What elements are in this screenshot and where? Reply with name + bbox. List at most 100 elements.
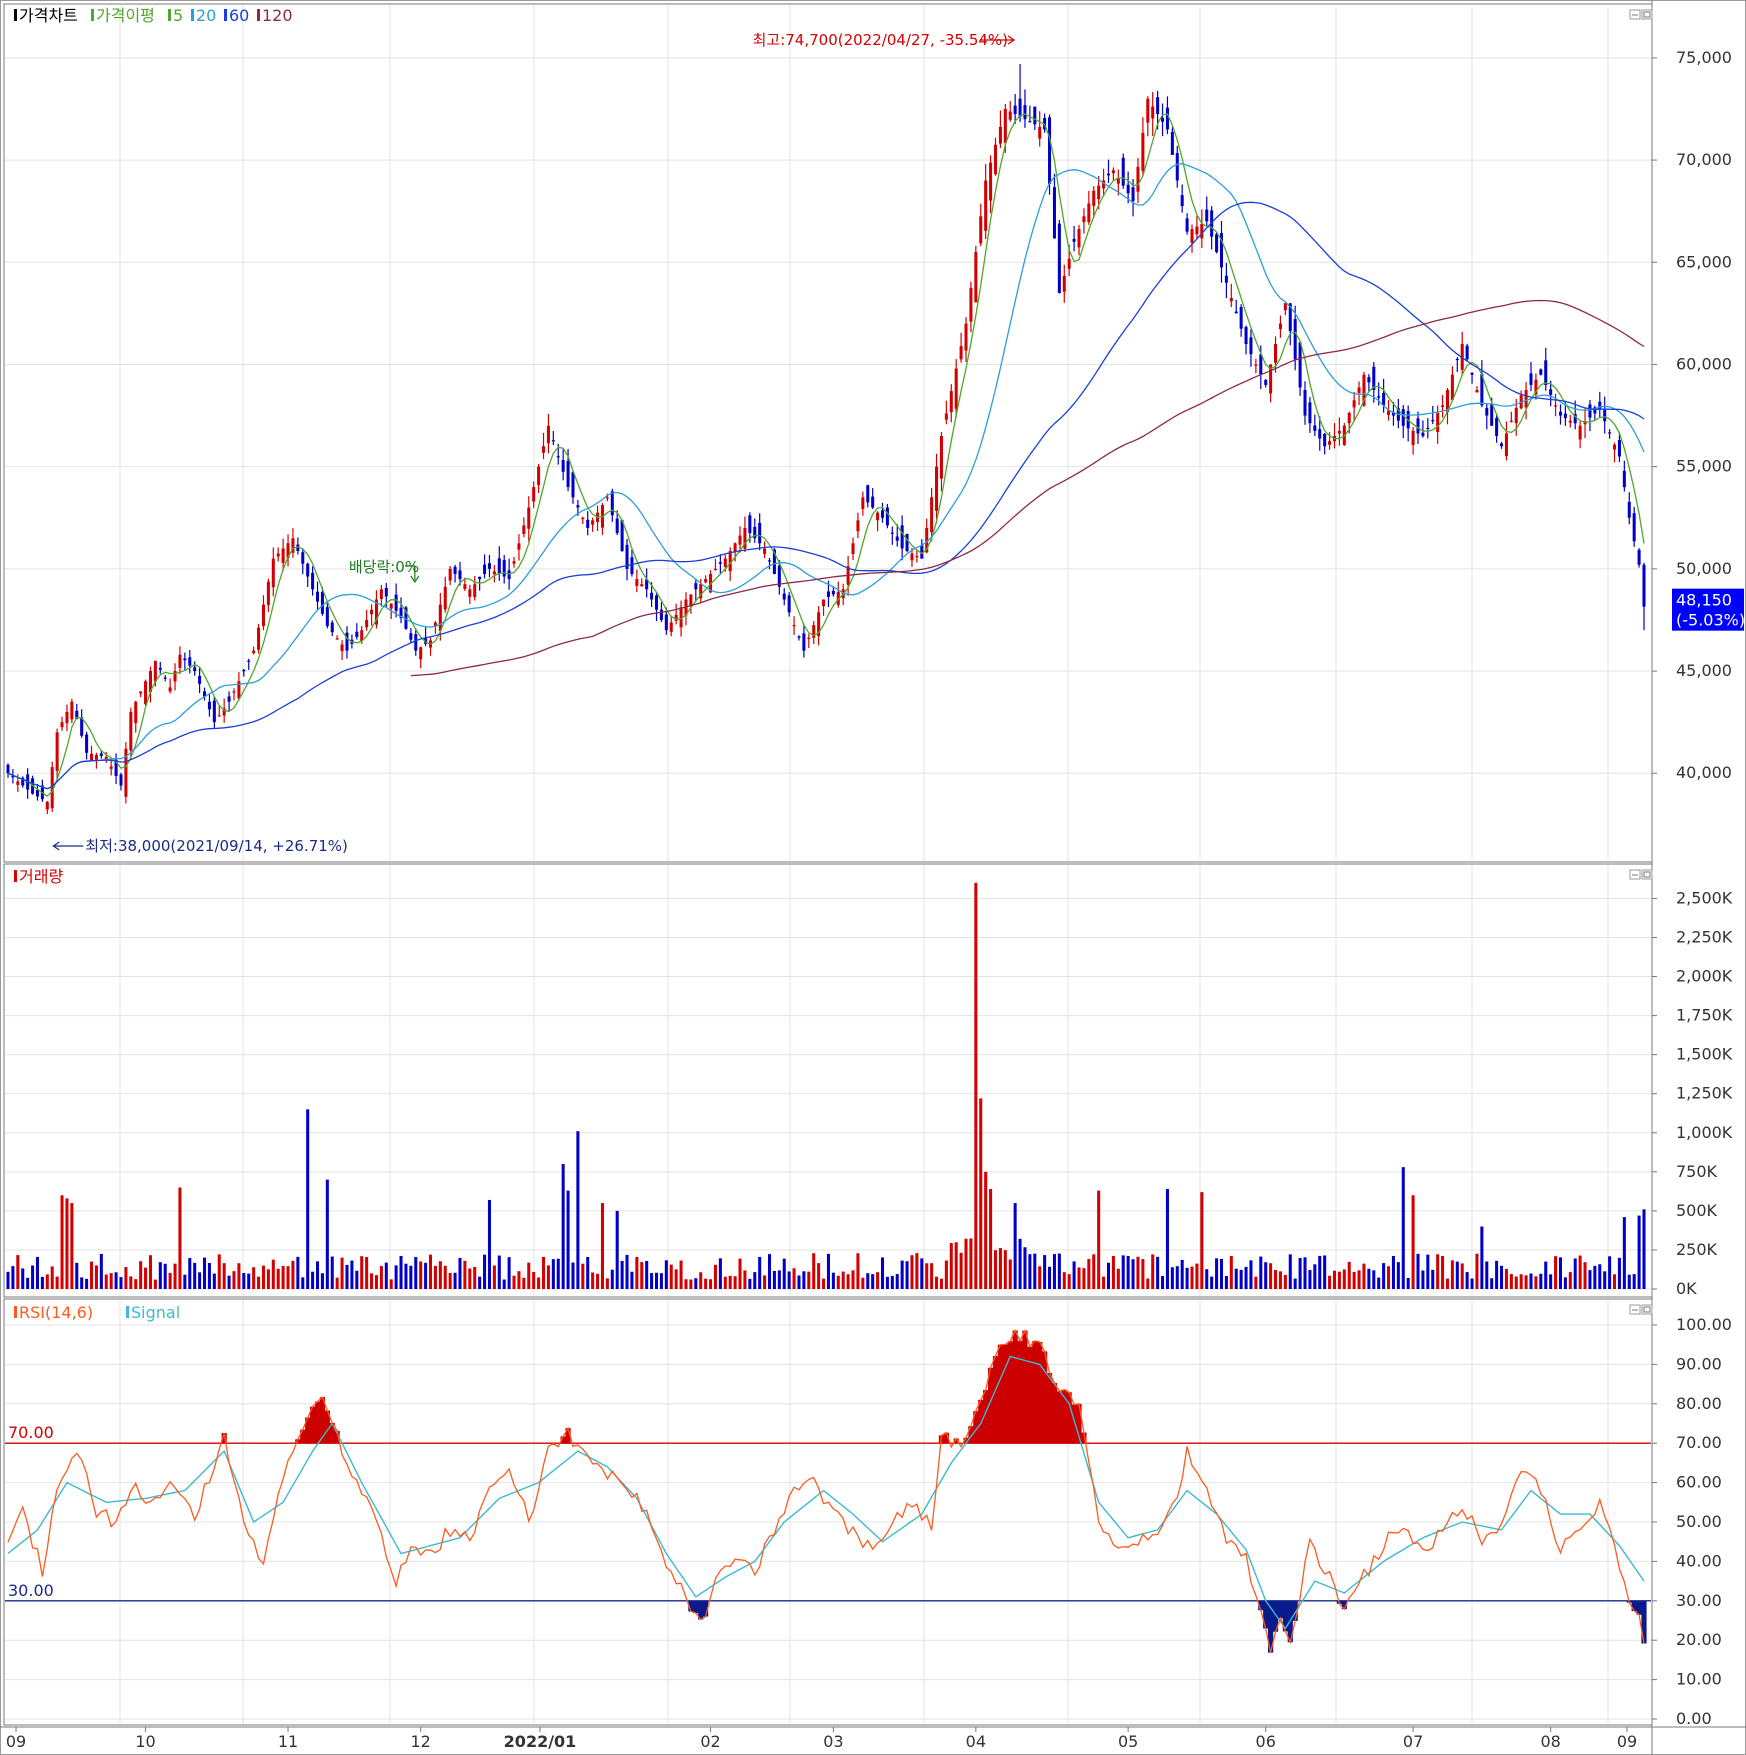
signal-line [7, 1355, 1645, 1630]
volume-bar [227, 1275, 231, 1289]
candle-body [360, 630, 364, 641]
legend-marker-5 [257, 9, 260, 21]
volume-tick-label: 0K [1676, 1279, 1697, 1298]
candle-body [315, 591, 320, 602]
maximize-button[interactable] [1641, 869, 1653, 880]
candle-body [1441, 405, 1445, 408]
candle-body [11, 775, 15, 778]
volume-bar [1436, 1254, 1440, 1289]
candle-body [1608, 432, 1612, 434]
volume-bar [1131, 1259, 1135, 1289]
volume-bar [551, 1259, 555, 1289]
candle-body [1514, 407, 1518, 424]
volume-tick-label: 500K [1676, 1201, 1718, 1220]
candle-body [227, 696, 231, 702]
volume-bar [276, 1268, 280, 1289]
volume-bar [1411, 1195, 1415, 1289]
volume-bar [527, 1262, 531, 1289]
candle-body [1087, 203, 1091, 223]
volume-bar [1023, 1247, 1027, 1289]
panel-controls-2[interactable] [1629, 1304, 1653, 1315]
volume-tick-label: 750K [1676, 1162, 1718, 1181]
candle-body [65, 711, 69, 724]
candle-body [915, 556, 919, 558]
candle-body [984, 180, 988, 231]
volume-bar [60, 1195, 64, 1289]
volume-bar [984, 1171, 988, 1289]
candle-body [1362, 374, 1366, 406]
candle-body [55, 732, 59, 771]
low-annotation: 최저:38,000(2021/09/14, +26.71%) [85, 837, 348, 855]
volume-bar [124, 1267, 128, 1289]
rsi-tick-label: 20.00 [1676, 1630, 1722, 1649]
candle-body [374, 599, 378, 625]
candle-body [207, 701, 211, 710]
volume-bar [286, 1266, 290, 1289]
volume-bar [1264, 1262, 1268, 1289]
candle-body [1554, 405, 1558, 407]
volume-bar [1362, 1263, 1366, 1289]
candle-body [1377, 396, 1381, 398]
candle-body [964, 323, 968, 351]
candle-body [119, 774, 123, 786]
volume-bar [1308, 1269, 1312, 1289]
volume-bar [384, 1262, 388, 1289]
candle-body [993, 144, 998, 175]
volume-bar [763, 1275, 767, 1289]
volume-bar [959, 1252, 963, 1289]
price-tick-label: 60,000 [1676, 354, 1732, 373]
candle-body [1023, 105, 1027, 120]
volume-bar [325, 1179, 329, 1289]
candle-body [443, 586, 447, 610]
candle-body [109, 766, 113, 769]
volume-bar [586, 1256, 590, 1289]
volume-bar [605, 1278, 609, 1289]
candle-body [198, 675, 202, 684]
rsi-tick-label: 40.00 [1676, 1551, 1722, 1570]
candle-body [212, 700, 216, 723]
volume-bar [851, 1270, 855, 1289]
candle-body [556, 456, 560, 458]
candle-body [1136, 166, 1140, 192]
candle-body [1470, 372, 1474, 375]
volume-bar [1431, 1269, 1435, 1289]
panel-controls-1[interactable] [1629, 869, 1653, 880]
date-tick-label: 10 [135, 1732, 155, 1751]
candle-body [998, 126, 1002, 144]
volume-bar [104, 1274, 108, 1289]
candle-body [620, 520, 624, 551]
candle-body [1013, 105, 1017, 115]
volume-bar [1573, 1258, 1577, 1289]
candle-body [1254, 364, 1258, 366]
candle-body [689, 594, 693, 607]
candle-body [1475, 390, 1479, 393]
candle-body [94, 754, 98, 760]
volume-bar [1421, 1270, 1425, 1289]
volume-bar [85, 1278, 89, 1289]
volume-bar [217, 1254, 221, 1289]
volume-bar [1195, 1263, 1199, 1289]
candle-body [615, 518, 619, 534]
volume-bar [1554, 1256, 1558, 1289]
candle-body [1185, 218, 1189, 232]
candle-body [1072, 238, 1076, 242]
candle-body [492, 571, 496, 575]
volume-bar [109, 1273, 113, 1289]
volume-bar [998, 1248, 1002, 1289]
volume-bar [345, 1264, 349, 1289]
volume-bar [1627, 1274, 1631, 1289]
candle-body [581, 517, 585, 519]
ma60-line [7, 201, 1645, 790]
volume-bar [370, 1273, 374, 1289]
maximize-button[interactable] [1641, 1304, 1653, 1315]
candle-body [1126, 184, 1130, 194]
volume-bar [831, 1272, 835, 1289]
candle-body [1170, 131, 1174, 155]
rsi-level-70-label: 70.00 [8, 1423, 54, 1442]
volume-bar [1539, 1273, 1543, 1289]
panel-controls-0[interactable] [1629, 9, 1653, 20]
candle-body [1632, 513, 1636, 542]
volume-bar [1465, 1272, 1469, 1289]
maximize-button[interactable] [1641, 9, 1653, 20]
